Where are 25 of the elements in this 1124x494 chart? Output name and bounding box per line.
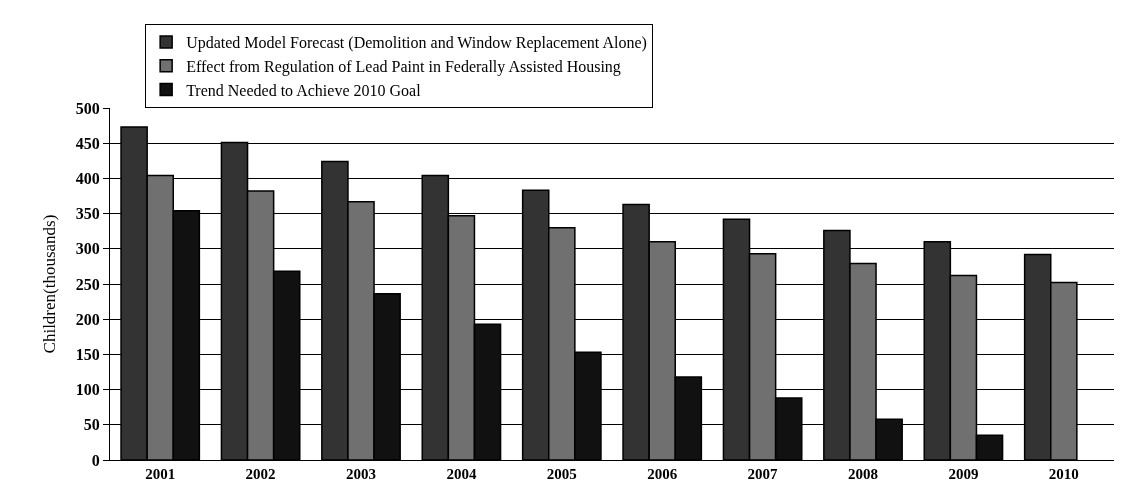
x-tick-label: 2010 [1048, 466, 1079, 482]
y-tick-label: 300 [75, 240, 100, 258]
x-tick-label: 2002 [245, 466, 276, 482]
x-tick-label: 2003 [346, 466, 376, 482]
y-tick-label: 450 [75, 134, 100, 152]
legend-label: Trend Needed to Achieve 2010 Goal [186, 81, 422, 99]
y-tick-label: 400 [75, 170, 100, 187]
x-tick-label: 2004 [446, 466, 477, 482]
x-tick-label: 2005 [546, 466, 577, 482]
legend-label: Effect from Regulation of Lead Paint in Federally Assisted Housing [186, 57, 621, 76]
y-tick-label: 200 [75, 310, 100, 328]
y-tick-label: 50 [83, 416, 100, 434]
y-tick-label: 250 [75, 275, 100, 293]
y-axis-title: Children(thousands) [40, 214, 60, 354]
y-tick-label: 0 [91, 451, 100, 469]
x-tick-label: 2006 [647, 466, 678, 482]
y-tick-label: 100 [75, 381, 100, 399]
y-tick-label: 350 [75, 205, 100, 223]
x-tick-label: 2001 [145, 466, 176, 482]
x-tick-label: 2007 [747, 466, 779, 482]
x-tick-label: 2008 [848, 466, 878, 482]
legend-label: Updated Model Forecast (Demolition and Window Replacement Alone) [186, 34, 647, 53]
y-tick-label: 150 [75, 346, 100, 363]
y-tick-label: 500 [75, 99, 100, 117]
x-tick-label: 2009 [948, 466, 979, 482]
